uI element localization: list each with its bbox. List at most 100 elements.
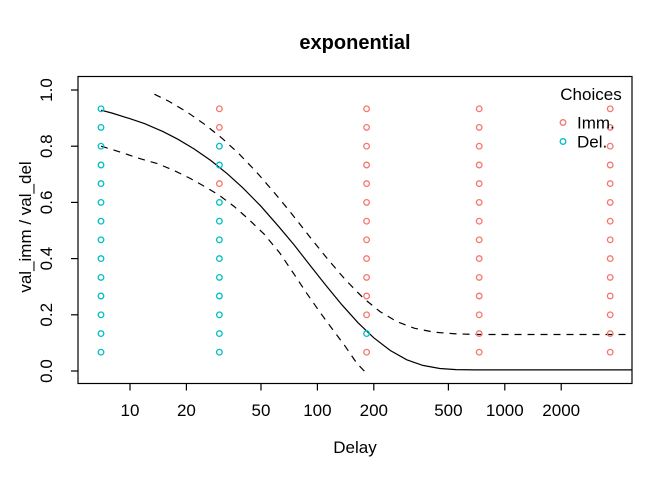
data-point-del: [97, 180, 105, 188]
data-point-del: [97, 311, 105, 319]
fitted-curve: [100, 109, 632, 371]
data-point-del: [97, 123, 105, 131]
data-point-imm: [475, 273, 483, 281]
data-point-imm: [606, 180, 614, 188]
x-tick-label: 100: [303, 401, 331, 420]
ci-upper-curve: [154, 93, 632, 336]
data-point-del: [363, 330, 371, 338]
x-tick-label: 50: [252, 401, 271, 420]
data-point-del: [97, 292, 105, 300]
data-point-imm: [475, 330, 483, 338]
data-point-imm: [606, 105, 614, 113]
data-point-imm: [215, 123, 223, 131]
data-point-imm: [363, 142, 371, 150]
data-point-del: [215, 255, 223, 263]
data-point-del: [215, 217, 223, 225]
data-point-imm: [475, 123, 483, 131]
fit-curves: [100, 93, 632, 375]
legend-imm-marker-icon: [559, 119, 567, 126]
y-tick-label: 0.4: [37, 247, 56, 271]
data-point-imm: [475, 292, 483, 300]
data-point-del: [97, 255, 105, 263]
data-point-del: [97, 236, 105, 244]
y-axis-title: val_imm / val_del: [16, 161, 35, 292]
data-point-imm: [475, 198, 483, 206]
data-point-del: [215, 348, 223, 356]
data-point-del: [97, 348, 105, 356]
y-tick-label: 1.0: [37, 78, 56, 102]
data-point-imm: [475, 161, 483, 169]
data-points: [97, 105, 614, 356]
data-point-imm: [215, 180, 223, 188]
data-point-imm: [363, 123, 371, 131]
data-point-imm: [475, 311, 483, 319]
x-tick-label: 500: [434, 401, 462, 420]
data-point-imm: [363, 198, 371, 206]
x-tick-label: 2000: [542, 401, 580, 420]
data-point-del: [97, 105, 105, 113]
data-point-imm: [363, 255, 371, 263]
legend-title: Choices: [560, 85, 621, 104]
data-point-imm: [475, 142, 483, 150]
y-tick-label: 0.6: [37, 191, 56, 215]
data-point-del: [215, 330, 223, 338]
data-point-imm: [363, 180, 371, 188]
data-point-imm: [363, 105, 371, 113]
data-point-imm: [363, 273, 371, 281]
data-point-del: [97, 198, 105, 206]
data-point-del: [215, 311, 223, 319]
x-tick-label: 20: [177, 401, 196, 420]
data-point-imm: [606, 236, 614, 244]
data-point-imm: [475, 180, 483, 188]
data-point-imm: [363, 161, 371, 169]
data-point-imm: [363, 236, 371, 244]
data-point-imm: [363, 311, 371, 319]
y-tick-label: 0.0: [37, 359, 56, 383]
data-point-del: [215, 273, 223, 281]
data-point-del: [215, 292, 223, 300]
data-point-imm: [606, 142, 614, 150]
ci-lower-curve: [100, 145, 368, 375]
data-point-imm: [606, 123, 614, 131]
data-point-imm: [606, 273, 614, 281]
data-point-imm: [215, 105, 223, 113]
data-point-imm: [363, 217, 371, 225]
data-point-del: [97, 273, 105, 281]
data-point-del: [215, 161, 223, 169]
chart-title: exponential: [299, 32, 410, 54]
data-point-imm: [363, 348, 371, 356]
y-tick-label: 0.8: [37, 134, 56, 158]
data-point-imm: [475, 255, 483, 263]
data-point-imm: [606, 292, 614, 300]
data-point-imm: [606, 198, 614, 206]
legend-del-label: Del.: [577, 133, 607, 152]
data-point-imm: [475, 348, 483, 356]
data-point-imm: [606, 330, 614, 338]
y-tick-label: 0.2: [37, 303, 56, 327]
legend-del-marker-icon: [559, 138, 567, 145]
data-point-imm: [606, 311, 614, 319]
data-point-del: [97, 217, 105, 225]
data-point-imm: [606, 348, 614, 356]
data-point-imm: [363, 292, 371, 300]
x-tick-label: 1000: [486, 401, 524, 420]
data-point-imm: [475, 105, 483, 113]
data-point-imm: [606, 161, 614, 169]
data-point-imm: [606, 255, 614, 263]
data-point-del: [97, 330, 105, 338]
x-tick-label: 10: [121, 401, 140, 420]
plot-box: [77, 75, 633, 385]
data-point-imm: [475, 217, 483, 225]
data-point-del: [215, 236, 223, 244]
legend-imm-label: Imm.: [577, 114, 615, 133]
data-point-del: [97, 161, 105, 169]
data-point-imm: [475, 236, 483, 244]
x-tick-label: 200: [360, 401, 388, 420]
legend: Choices Imm. Del.: [559, 85, 622, 152]
data-point-imm: [606, 217, 614, 225]
data-point-del: [97, 142, 105, 150]
x-axis-title: Delay: [333, 438, 377, 457]
data-point-del: [215, 198, 223, 206]
